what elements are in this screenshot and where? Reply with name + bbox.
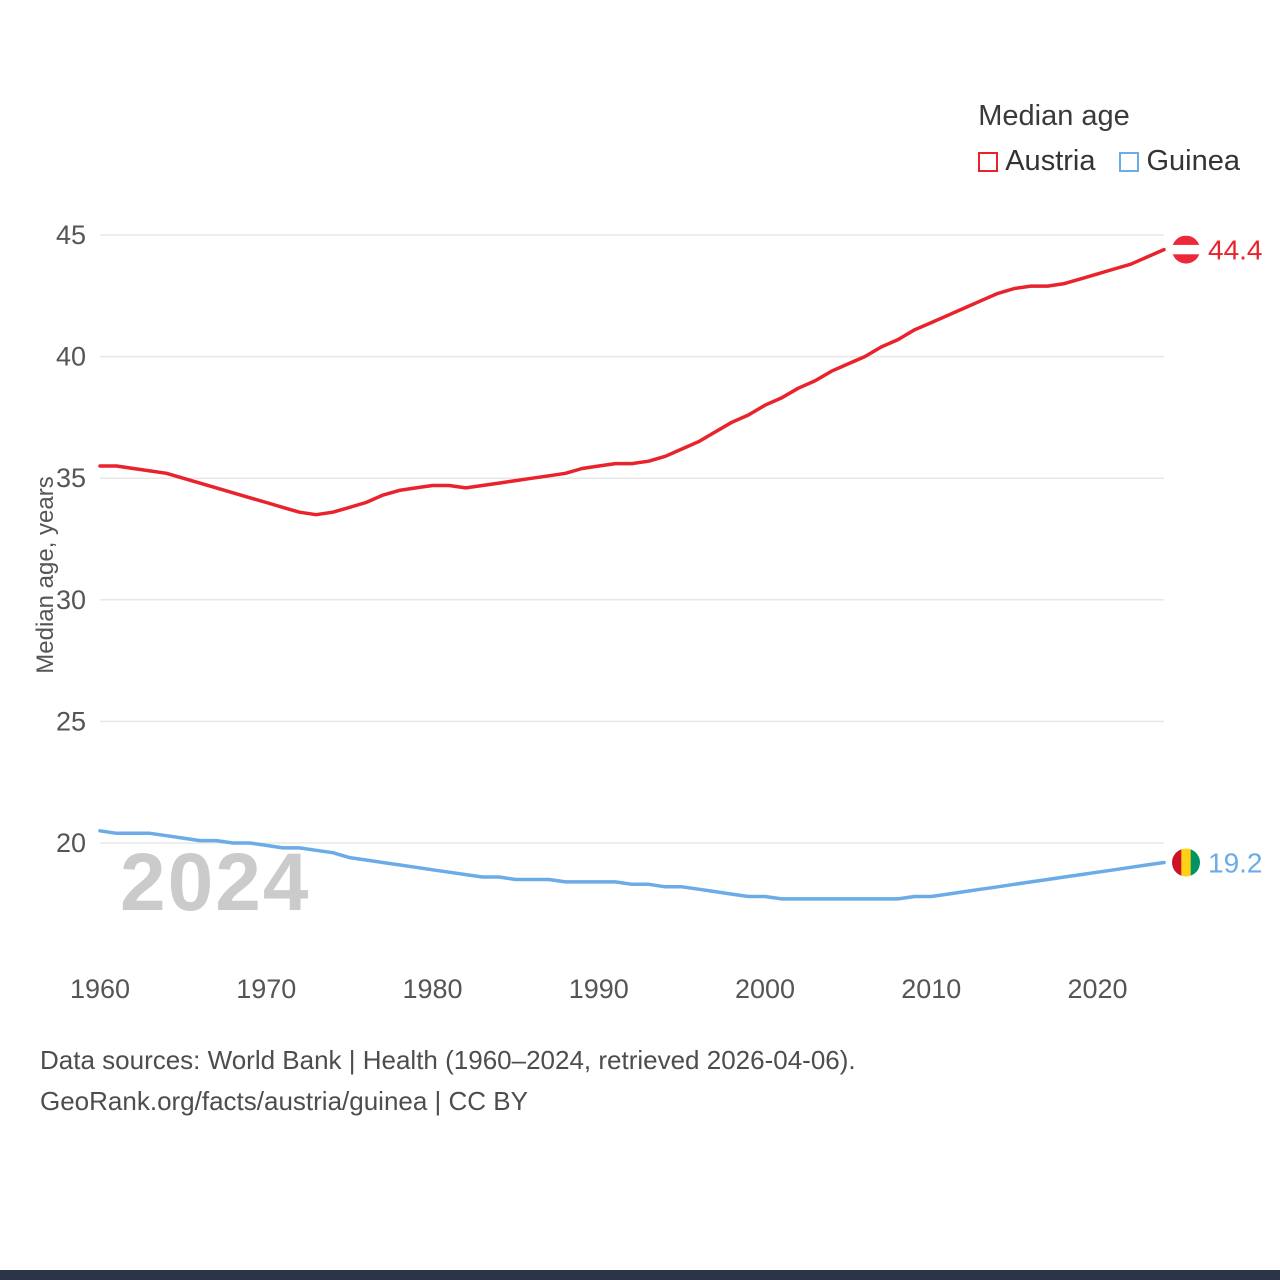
y-tick-label: 45 — [56, 220, 86, 250]
end-value-guinea: 19.2 — [1208, 848, 1263, 879]
x-tick-label: 2000 — [735, 974, 795, 1004]
bottom-bar — [0, 1270, 1280, 1280]
line-austria[interactable] — [98, 247, 1166, 517]
end-value-austria: 44.4 — [1208, 235, 1263, 266]
y-tick-label: 40 — [56, 342, 86, 372]
legend-items: Austria Guinea — [978, 145, 1240, 178]
flag-marker-guinea-icon — [1172, 848, 1200, 877]
x-tick-label: 1980 — [402, 974, 462, 1004]
legend-label-austria: Austria — [1005, 145, 1096, 177]
line-guinea[interactable] — [98, 829, 1166, 901]
y-tick-label: 20 — [56, 828, 86, 858]
x-tick-label: 1970 — [236, 974, 296, 1004]
legend-title: Median age — [978, 100, 1130, 132]
x-tick-label: 1990 — [569, 974, 629, 1004]
footer: Data sources: World Bank | Health (1960–… — [40, 1040, 856, 1122]
x-tick-label: 2010 — [901, 974, 961, 1004]
y-tick-label: 35 — [56, 463, 86, 493]
guinea-swatch — [1119, 151, 1140, 172]
attribution-line[interactable]: GeoRank.org/facts/austria/guinea | CC BY — [40, 1086, 528, 1116]
x-tick-label: 2020 — [1067, 974, 1127, 1004]
y-tick-label: 30 — [56, 585, 86, 615]
data-sources-line: Data sources: World Bank | Health (1960–… — [40, 1045, 856, 1075]
austria-swatch — [978, 151, 999, 172]
flag-marker-austria-icon — [1172, 235, 1200, 264]
y-axis-title: Median age, years — [32, 476, 59, 674]
y-tick-label: 25 — [56, 706, 86, 736]
legend-item-austria[interactable]: Austria — [978, 145, 1095, 178]
legend: Median age Austria Guinea — [978, 100, 1240, 178]
legend-label-guinea: Guinea — [1146, 145, 1240, 177]
x-tick-label: 1960 — [70, 974, 130, 1004]
watermark-year: 2024 — [120, 837, 311, 928]
legend-item-guinea[interactable]: Guinea — [1119, 145, 1240, 178]
